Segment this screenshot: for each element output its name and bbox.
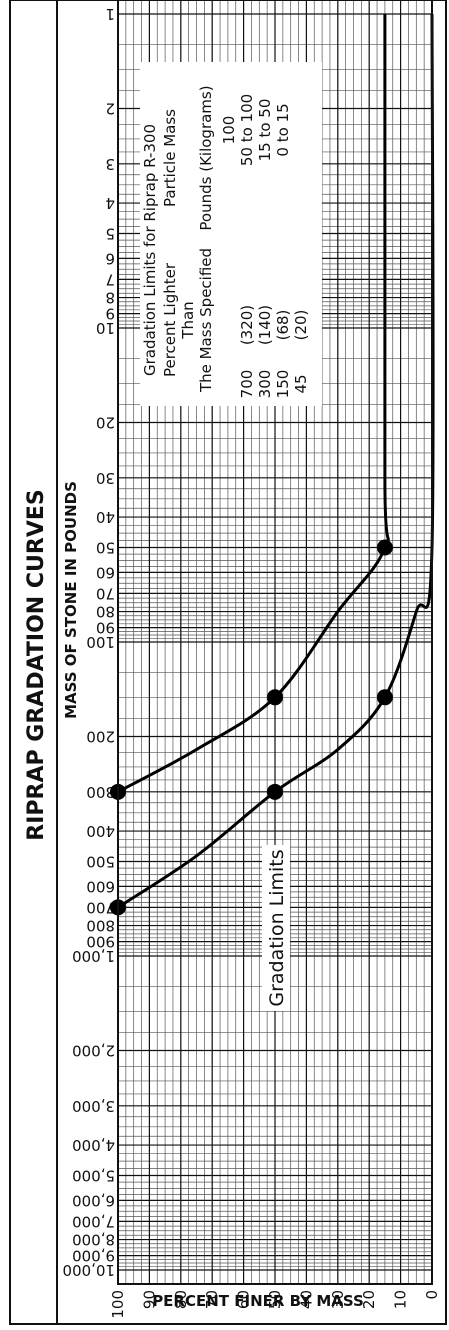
x-tick-label: 5 xyxy=(105,224,115,242)
x-tick-label: 9,000 xyxy=(72,1247,115,1265)
table-kilograms: (20) xyxy=(292,310,310,341)
table-percent: 15 to 50 xyxy=(256,99,274,162)
x-tick-label: 300 xyxy=(86,783,115,801)
y-tick-label: 20 xyxy=(360,1290,378,1309)
x-tick-label: 20 xyxy=(96,414,115,432)
x-tick-label: 30 xyxy=(96,469,115,487)
data-point-marker xyxy=(267,689,283,706)
gradation-limits-annotation: Gradation Limits xyxy=(266,849,288,1006)
data-point-marker xyxy=(376,689,393,706)
x-tick-label: 10 xyxy=(96,319,115,337)
table-col1-header: Particle Mass xyxy=(161,109,179,207)
x-tick-label: 3,000 xyxy=(72,1097,115,1115)
table-pounds: 700 xyxy=(238,370,256,399)
x-tick-label: 2 xyxy=(105,100,115,118)
y-tick-labels: 100 90 80 70 60 50 40 30 20 10 0 xyxy=(109,1290,441,1319)
x-tick-label: 70 xyxy=(96,584,115,602)
table-pounds: 150 xyxy=(274,370,292,399)
x-tick-label: 2,000 xyxy=(72,1042,115,1060)
y-tick-label: 50 xyxy=(266,1290,284,1309)
y-tick-label: 10 xyxy=(392,1290,410,1309)
table-percent: 100 xyxy=(220,116,238,145)
annotation-box xyxy=(262,845,290,1011)
x-tick-label: 8 xyxy=(105,289,115,307)
x-tick-label: 4,000 xyxy=(72,1136,115,1154)
x-tick-label: 80 xyxy=(96,603,115,621)
y-tick-label: 90 xyxy=(140,1290,158,1309)
plot-frame xyxy=(117,0,433,1285)
gradation-table: Gradation Limits for Riprap R-300 Particl… xyxy=(141,85,310,398)
outer-frame xyxy=(9,0,447,1325)
x-tick-label: 1 xyxy=(105,5,115,23)
x-tick-label: 10,000 xyxy=(63,1261,116,1279)
data-point-marker xyxy=(267,783,283,800)
x-tick-label: 1,000 xyxy=(72,947,115,965)
x-tick-label: 600 xyxy=(86,877,115,895)
x-axis-label: MASS OF STONE IN POUNDS xyxy=(62,481,80,719)
y-tick-label: 30 xyxy=(329,1290,347,1309)
series-line-1 xyxy=(117,13,390,794)
table-percent: 50 to 100 xyxy=(238,94,256,166)
x-tick-label: 700 xyxy=(86,898,115,916)
x-tick-label: 800 xyxy=(86,917,115,935)
x-tick-label: 6 xyxy=(105,249,115,267)
x-tick-label: 50 xyxy=(96,538,115,556)
chart-title: RIPRAP GRADATION CURVES xyxy=(24,489,49,840)
x-tick-label: 200 xyxy=(86,728,115,746)
x-tick-label: 100 xyxy=(86,633,115,651)
table-kilograms: (140) xyxy=(256,305,274,345)
y-tick-label: 0 xyxy=(423,1290,441,1300)
table-col2-header: Than xyxy=(179,301,197,339)
x-tick-label: 60 xyxy=(96,563,115,581)
y-tick-label: 80 xyxy=(172,1290,190,1309)
y-tick-label: 70 xyxy=(203,1290,221,1309)
x-tick-label: 5,000 xyxy=(72,1166,115,1184)
data-point-marker xyxy=(376,539,393,556)
x-tick-label: 9 xyxy=(105,305,115,323)
x-tick-label: 3 xyxy=(105,155,115,173)
y-tick-label: 100 xyxy=(109,1290,127,1319)
table-pounds: 300 xyxy=(256,370,274,399)
series-layer xyxy=(110,13,435,916)
x-tick-label: 900 xyxy=(86,933,115,951)
y-tick-label: 40 xyxy=(297,1290,315,1309)
series-line-2 xyxy=(117,13,435,909)
x-tick-label: 90 xyxy=(96,619,115,637)
x-tick-label: 8,000 xyxy=(72,1231,115,1249)
x-tick-label: 40 xyxy=(96,508,115,526)
table-col1-header: Pounds (Kilograms) xyxy=(197,85,215,230)
y-axis-label: PERCENT FINER BY MASS xyxy=(152,1292,364,1310)
table-kilograms: (68) xyxy=(274,310,292,341)
y-tick-label: 60 xyxy=(235,1290,253,1309)
x-tick-label: 7 xyxy=(105,270,115,288)
x-tick-label: 400 xyxy=(86,822,115,840)
legend-table-box xyxy=(140,62,322,406)
x-tick-label: 500 xyxy=(86,852,115,870)
table-col2-header: The Mass Specified xyxy=(197,248,215,393)
table-percent: 0 to 15 xyxy=(274,103,292,156)
table-title: Gradation Limits for Riprap R-300 xyxy=(141,124,159,376)
x-tick-label: 6,000 xyxy=(72,1191,115,1209)
table-pounds: 45 xyxy=(292,374,310,393)
x-tick-label: 4 xyxy=(105,194,115,212)
x-tick-label: 7,000 xyxy=(72,1212,115,1230)
table-col2-header: Percent Lighter xyxy=(161,262,179,377)
table-kilograms: (320) xyxy=(238,305,256,345)
